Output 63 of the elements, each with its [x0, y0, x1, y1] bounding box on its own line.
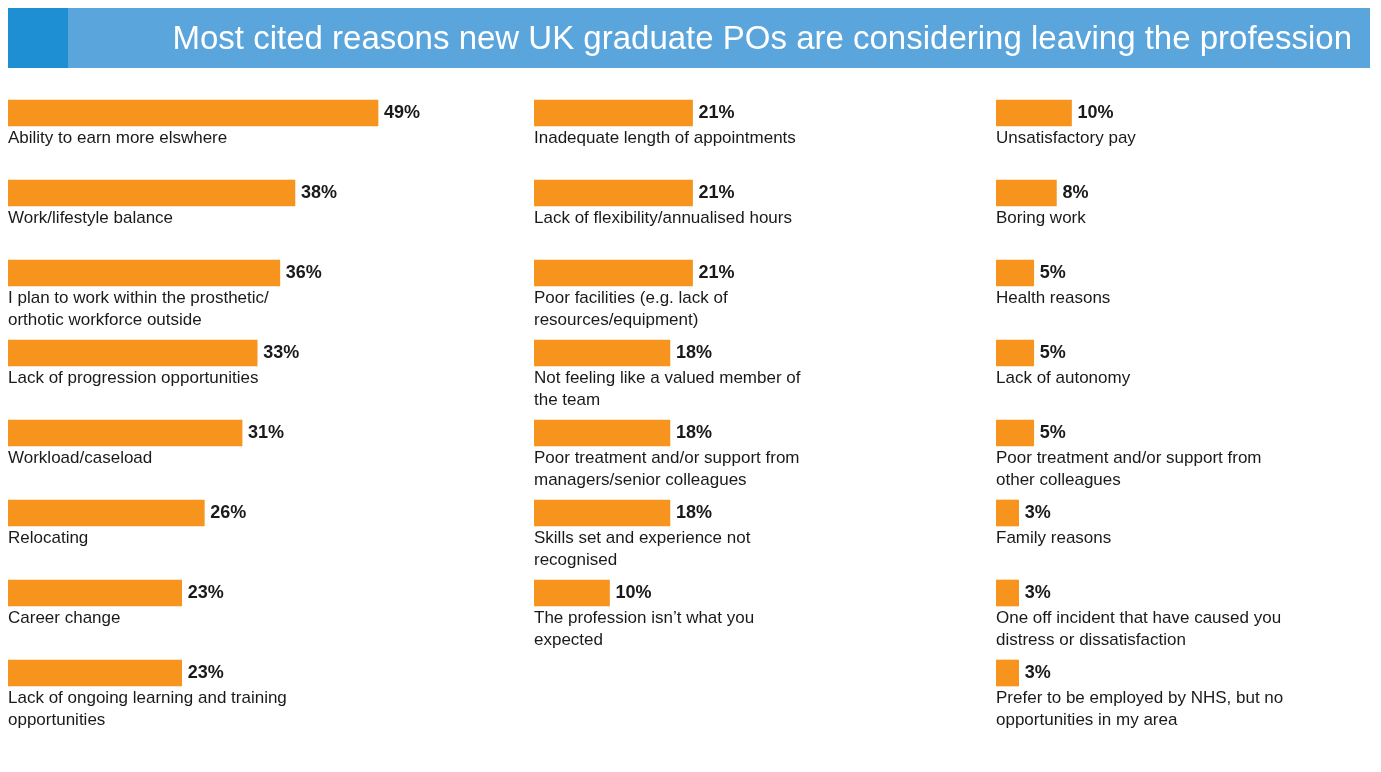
data-label: 3%: [1024, 501, 1051, 522]
data-label: 5%: [1039, 421, 1066, 442]
y-tick-label: Boring work: [996, 208, 1087, 228]
bar: [8, 659, 182, 687]
y-tick-label: Ability to earn more elswhere: [8, 128, 228, 148]
y-tick-label: Inadequate length of appointments: [534, 128, 796, 148]
data-label: 38%: [300, 181, 337, 202]
data-label: 21%: [698, 181, 735, 202]
y-tick-label: Poor treatment and/or support from other colleagues: [996, 448, 1262, 490]
data-label: 8%: [1062, 181, 1089, 202]
data-label: 18%: [675, 421, 712, 442]
data-label: 10%: [615, 581, 652, 602]
y-tick-label: Workload/caseload: [8, 448, 153, 468]
y-tick-label: Skills set and experience not recognised: [534, 528, 751, 570]
text: Most cited reasons new UK graduate POs are considering leaving the profession: [172, 19, 1352, 57]
data-label: 23%: [187, 581, 224, 602]
y-tick-label: Health reasons: [996, 288, 1111, 308]
y-tick-label: Unsatisfactory pay: [996, 128, 1137, 148]
y-tick-label: Career change: [8, 608, 121, 628]
bar: [8, 499, 205, 527]
bar: [996, 259, 1035, 287]
bar: [996, 99, 1072, 127]
bar: [996, 179, 1057, 207]
y-tick-label: Lack of progression opportunities: [8, 368, 259, 388]
data-label: 26%: [210, 501, 247, 522]
data-label: 3%: [1024, 661, 1051, 682]
y-tick-label: Lack of autonomy: [996, 368, 1131, 388]
bar: [8, 419, 243, 447]
y-tick-label: I plan to work within the prosthetic/ orthotic workforce outside: [8, 288, 270, 330]
data-label: 31%: [248, 421, 285, 442]
data-label: 33%: [263, 341, 300, 362]
data-label: 21%: [698, 101, 735, 122]
bar: [8, 579, 182, 607]
data-label: 10%: [1077, 101, 1114, 122]
data-label: 18%: [675, 501, 712, 522]
bar: [996, 499, 1019, 527]
bar: [996, 339, 1035, 367]
y-tick-label: The profession isn’t what you expected: [534, 608, 755, 650]
y-tick-label: Not feeling like a valued member of the team: [534, 368, 801, 410]
data-label: 3%: [1024, 581, 1051, 602]
y-tick-label: Relocating: [8, 528, 89, 548]
data-label: 49%: [384, 101, 421, 122]
data-label: 5%: [1039, 261, 1066, 282]
bar: [8, 259, 281, 287]
bar: [8, 99, 379, 127]
bar: [996, 659, 1019, 687]
y-tick-label: Poor treatment and/or support from managers/senior colleagues: [534, 448, 800, 490]
data-label: 36%: [285, 261, 322, 282]
bar: [996, 419, 1035, 447]
y-tick-label: Lack of flexibility/annualised hours: [534, 208, 792, 228]
bar: [996, 579, 1019, 607]
y-tick-label: Lack of ongoing learning and training opportunities: [8, 688, 287, 730]
bar: [8, 339, 258, 367]
y-tick-label: One off incident that have caused you distress or dissatisfaction: [996, 608, 1282, 650]
data-label: 5%: [1039, 341, 1066, 362]
data-label: 21%: [698, 261, 735, 282]
bar: [8, 179, 296, 207]
y-tick-label: Poor facilities (e.g. lack of resources/equipment): [534, 288, 728, 330]
data-label: 18%: [675, 341, 712, 362]
y-tick-label: Family reasons: [996, 528, 1112, 548]
y-tick-label: Prefer to be employed by NHS, but no opportunities in my area: [996, 688, 1284, 730]
y-tick-label: Work/lifestyle balance: [8, 208, 174, 228]
data-label: 23%: [187, 661, 224, 682]
